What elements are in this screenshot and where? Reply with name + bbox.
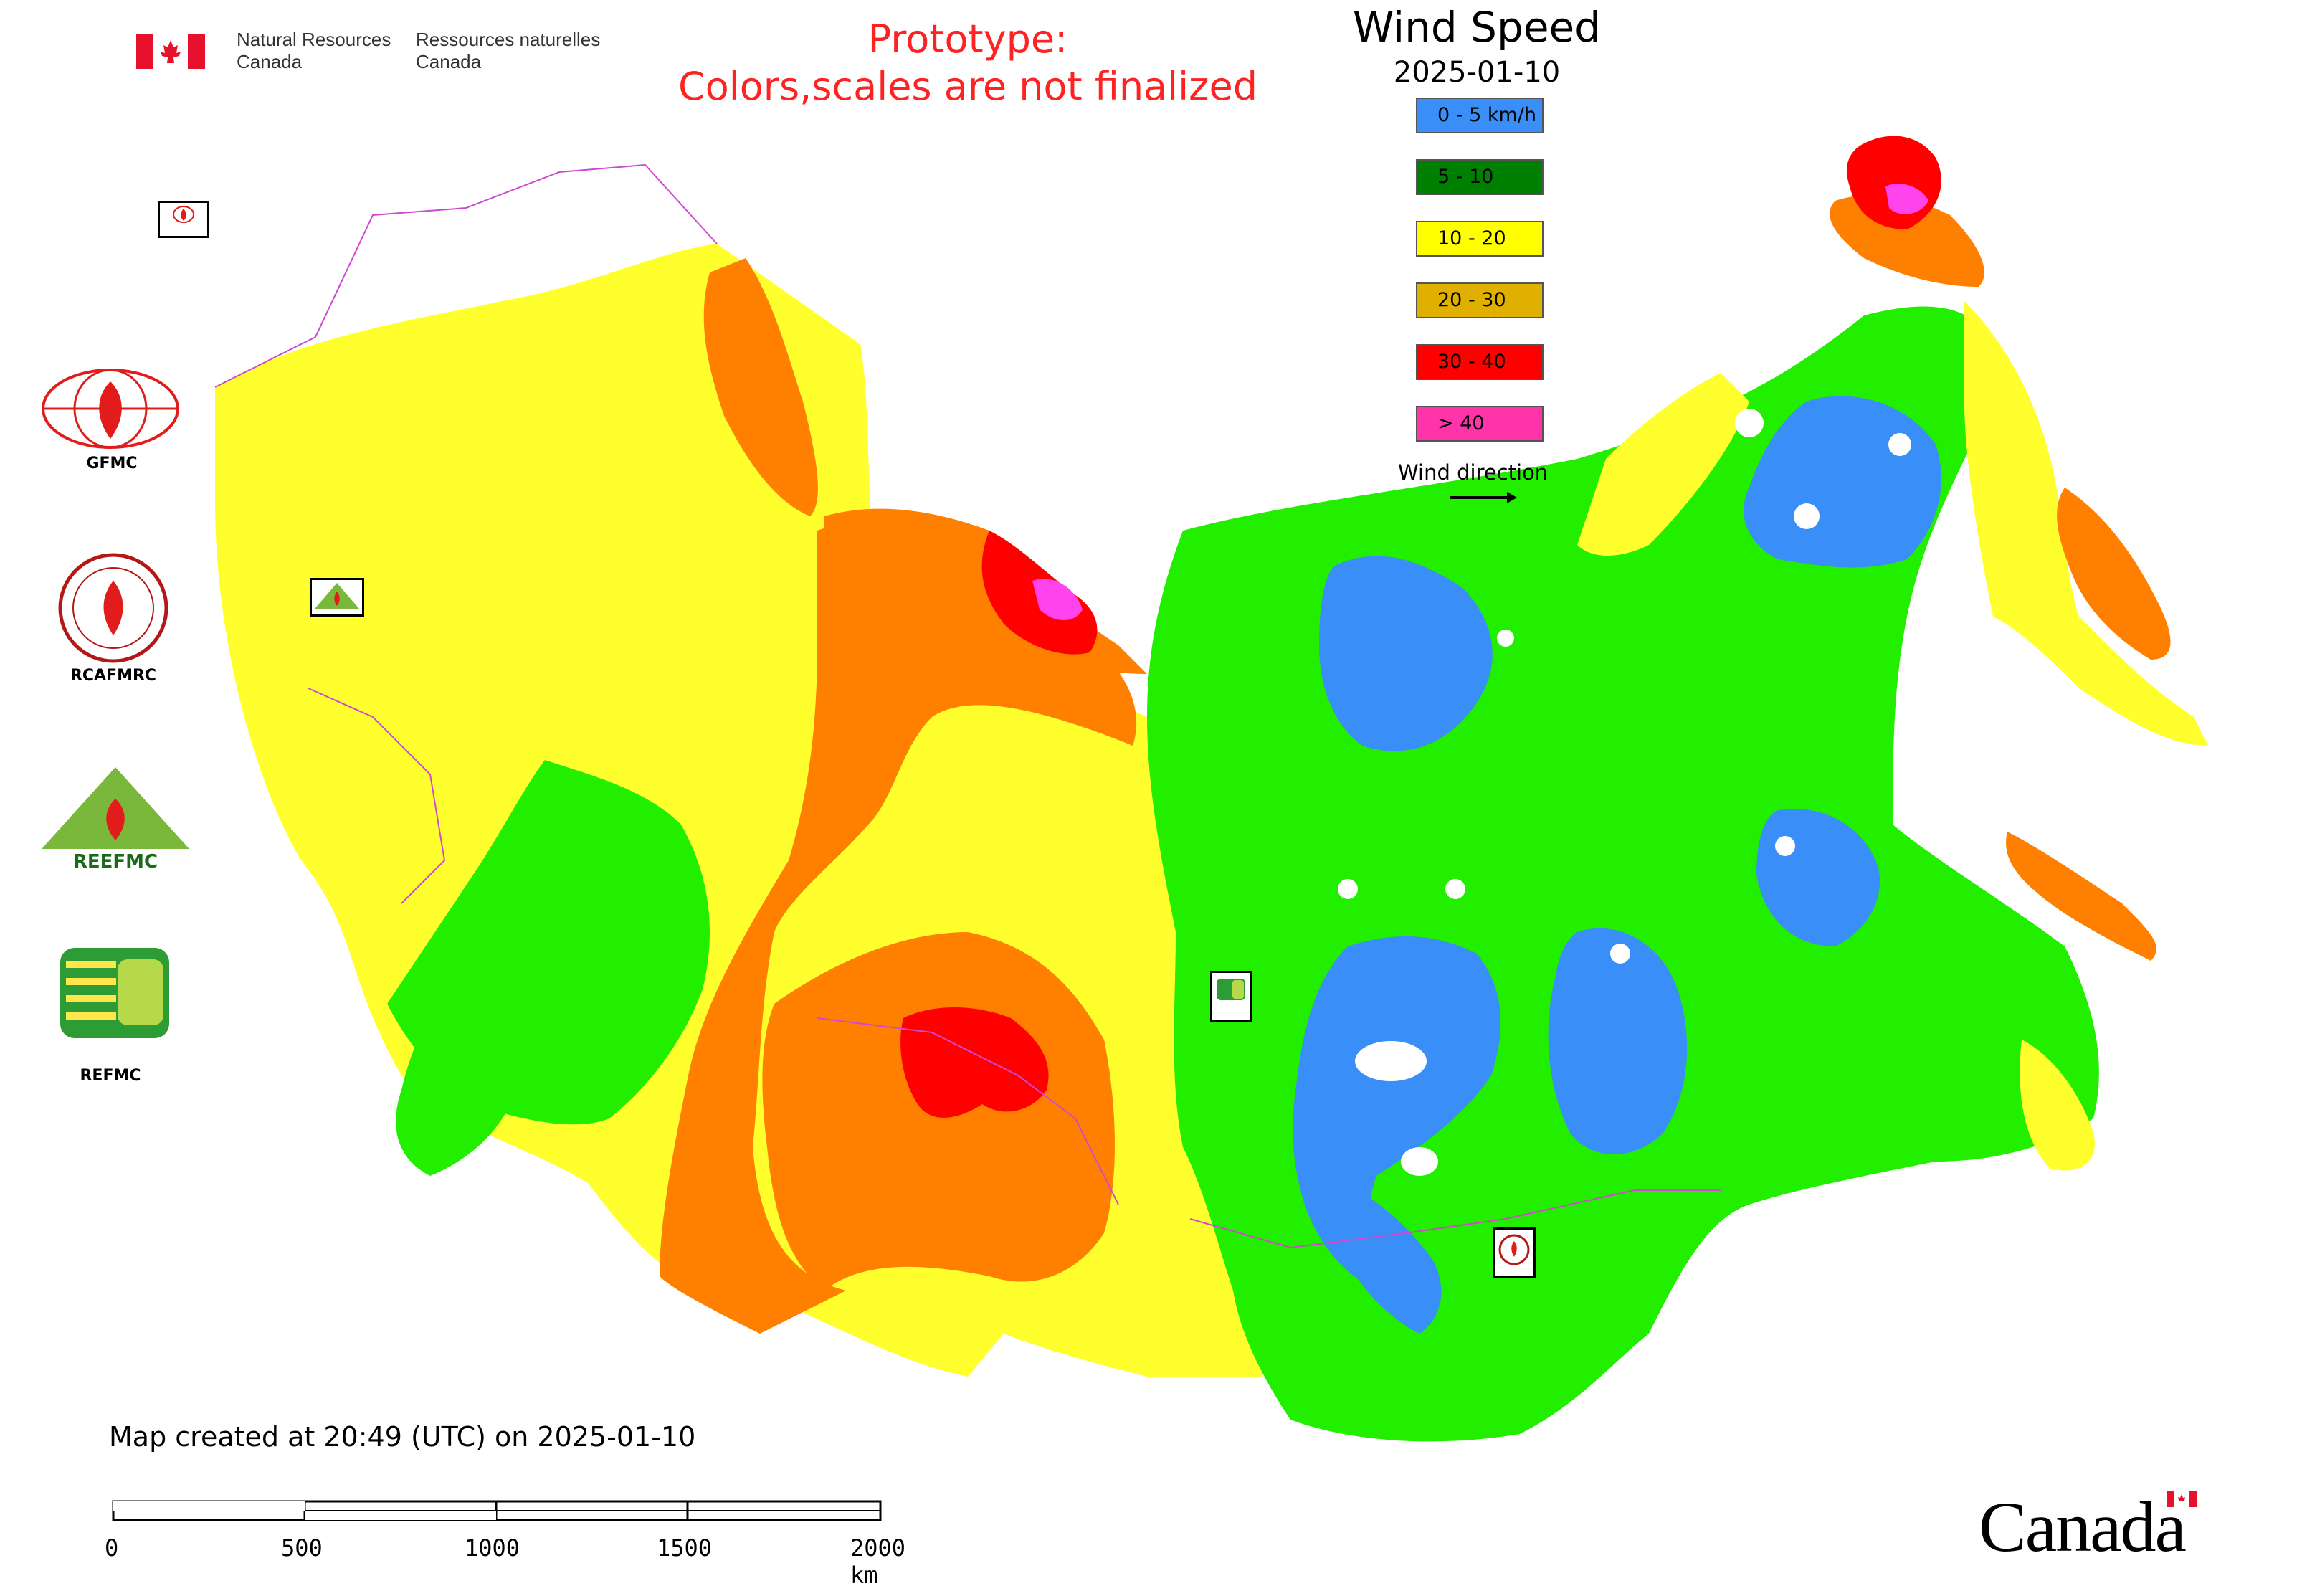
scale-label-2000: 2000 km	[850, 1534, 906, 1589]
scale-bar-graphic	[112, 1500, 882, 1521]
map-date: 2025-01-10	[1393, 56, 1561, 89]
map-region-magenta-chukotka	[1885, 184, 1928, 214]
map-lake	[1401, 1147, 1438, 1176]
map-region-green-sw	[396, 1018, 516, 1176]
scale-label-1500: 1500	[657, 1534, 713, 1562]
scale-label-0: 0	[105, 1534, 119, 1562]
refmc-marker-icon	[1217, 979, 1245, 1000]
agency-name-english: Natural Resources Canada	[237, 29, 391, 72]
map-calm-spot	[1445, 879, 1465, 899]
map-region-orange-chukotka	[1830, 194, 1984, 287]
map-calm-spot	[1888, 433, 1911, 456]
wind-direction-label: Wind direction	[1398, 460, 1549, 485]
canada-wordmark-text: Canada	[1979, 1487, 2187, 1567]
map-title: Wind Speed	[1352, 3, 1602, 52]
refmc-logo-icon	[60, 948, 169, 1038]
refmc-logo-label: REFMC	[80, 1067, 141, 1085]
map-region-orange-kola	[703, 258, 818, 516]
map-calm-spot	[1610, 944, 1630, 964]
map-calm-spot	[1775, 836, 1795, 856]
gfmc-logo-label: GFMC	[86, 455, 138, 472]
map-region-green-west	[387, 760, 710, 1125]
map-region-orange-central	[660, 512, 1137, 1334]
map-calm-spot	[1497, 630, 1514, 647]
map-created-timestamp: Map created at 20:49 (UTC) on 2025-01-10	[109, 1421, 696, 1453]
gfmc-marker-icon	[173, 206, 194, 223]
rcafmrc-logo-label: RCAFMRC	[70, 667, 157, 685]
legend-item-30-40: 30 - 40	[1416, 344, 1544, 380]
map-boundary	[308, 688, 446, 904]
map-boundary	[1189, 1189, 1721, 1249]
reefmc-marker-icon	[315, 583, 359, 609]
map-region-yellow-east	[1964, 301, 2208, 746]
map-region-orange-kamchatka	[2057, 488, 2171, 660]
map-region-yellow-primorye	[2020, 1040, 2095, 1171]
gfmc-logo-icon	[42, 369, 179, 449]
reefmc-logo-text: REEFMC	[73, 851, 158, 872]
agency-name-french: Ressources naturelles Canada	[416, 29, 601, 72]
legend-item-10-20: 10 - 20	[1416, 221, 1544, 257]
reefmc-logo-icon: REEFMC	[42, 767, 189, 872]
scale-label-500: 500	[281, 1534, 323, 1562]
map-calm-spot	[1794, 503, 1820, 529]
map-calm-spot	[1338, 879, 1358, 899]
map-region-orange-sakhalin	[2006, 832, 2156, 961]
map-region-blue-center-east	[1548, 928, 1688, 1154]
scale-bar: 0 500 1000 1500 2000 km	[105, 1500, 905, 1589]
rcafmrc-marker-icon	[1498, 1234, 1530, 1265]
prototype-notice: Prototype: Colors,scales are not finaliz…	[678, 16, 1257, 109]
legend-item-over-40: > 40	[1416, 406, 1544, 442]
legend-item-5-10: 5 - 10	[1416, 159, 1544, 195]
map-boundary	[214, 163, 718, 388]
rcafmrc-logo-icon	[58, 553, 168, 663]
canada-wordmark: Canada	[1979, 1486, 2197, 1568]
refmc-map-marker	[1210, 971, 1252, 1022]
legend-item-0-5: 0 - 5 km/h	[1416, 98, 1544, 133]
rcafmrc-map-marker	[1493, 1227, 1536, 1278]
legend-item-20-30: 20 - 30	[1416, 282, 1544, 318]
canada-flag-icon	[136, 34, 205, 69]
wind-direction-arrow-icon	[1450, 492, 1517, 503]
map-region-blue-baikal	[1331, 1176, 1442, 1334]
map-region-blue-north	[1319, 556, 1493, 751]
scale-label-1000: 1000	[465, 1534, 520, 1562]
canada-wordmark-flag-icon	[2167, 1491, 2197, 1507]
map-region-yellow-fareast	[1577, 373, 1749, 556]
map-boundary	[817, 1017, 1119, 1205]
map-calm-spot	[1735, 409, 1764, 437]
gfmc-map-marker	[158, 201, 209, 238]
reefmc-map-marker	[310, 578, 364, 617]
map-lake	[1355, 1041, 1427, 1081]
map-region-magenta-taymyr	[1032, 579, 1083, 620]
